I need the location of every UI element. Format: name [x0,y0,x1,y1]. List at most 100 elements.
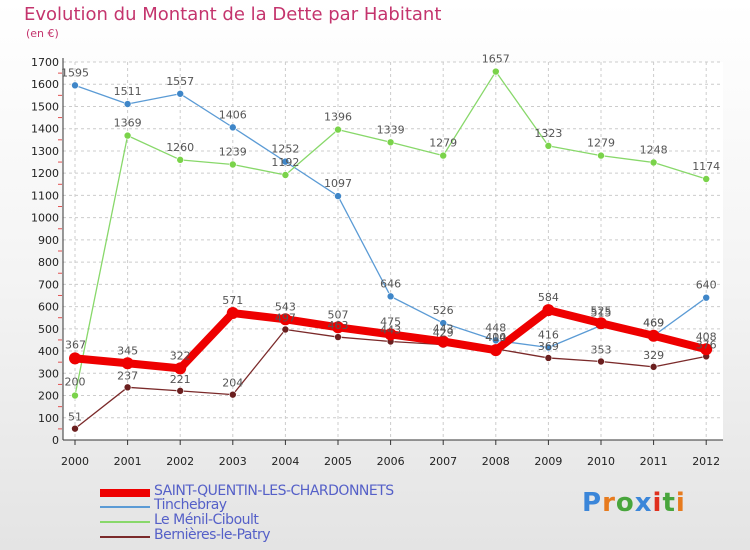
y-tick-label: 1400 [31,123,59,136]
data-point [279,313,292,326]
y-tick-label: 700 [38,278,59,291]
y-tick-label: 300 [38,367,59,380]
data-point [334,125,342,134]
data-point [437,335,450,348]
y-tick-label: 1200 [31,167,59,180]
series-group [69,67,713,433]
data-label: 408 [696,330,717,343]
data-label: 1279 [587,137,615,150]
data-label: 51 [68,411,82,424]
data-label: 515 [591,306,612,319]
data-point [229,160,237,169]
y-tick-label: 500 [38,323,59,336]
brand-logo: Proxiti [582,488,686,518]
data-point [281,157,290,166]
legend-swatch [100,536,150,538]
data-point [544,343,553,352]
data-label: 416 [538,329,559,342]
data-label: 204 [222,377,243,390]
data-label: 469 [643,317,664,330]
data-point [332,321,344,334]
data-label: 1369 [114,117,142,130]
data-label: 429 [433,327,454,340]
data-label: 1097 [324,177,352,190]
legend-swatch [100,489,150,497]
data-point [123,131,132,140]
data-label: 525 [591,304,612,317]
x-tick-label: 2004 [271,455,299,468]
data-point [334,333,342,341]
data-label: 1323 [534,127,562,140]
legend-label: Le Ménil-Ciboult [154,512,259,528]
data-point [649,363,658,371]
y-tick-label: 900 [38,234,59,247]
legend-label: Tinchebray [154,497,227,513]
data-point [226,307,239,320]
legend-swatch [100,521,150,523]
data-label: 1406 [219,108,247,121]
brand-letter: i [652,488,663,518]
data-label: 1396 [324,111,352,124]
y-tick-label: 1700 [31,56,59,69]
x-tick-label: 2011 [640,455,668,468]
y-tick-label: 800 [38,256,59,269]
data-label: 1511 [114,85,142,98]
data-label: 404 [485,331,506,344]
data-label: 443 [433,322,454,335]
data-point [71,81,79,90]
data-label: 200 [65,376,86,389]
data-label: 526 [433,304,454,317]
data-point [439,151,448,160]
data-label: 448 [485,321,506,334]
brand-letter: o [615,488,635,518]
x-tick-label: 2006 [377,455,405,468]
x-tick-label: 2002 [166,455,194,468]
y-tick-label: 100 [38,412,59,425]
data-point [491,336,500,345]
data-point [71,391,79,400]
data-point [123,100,132,108]
data-label: 1252 [271,143,299,156]
data-point [544,354,553,362]
data-label: 507 [328,308,349,321]
data-label: 571 [222,294,243,307]
data-label: 646 [380,277,401,290]
data-label: 1279 [429,137,457,150]
data-label: 1260 [166,141,194,154]
x-tick-label: 2000 [61,455,89,468]
data-point [597,151,605,160]
data-label: 367 [65,338,86,351]
data-label: 1339 [377,123,405,136]
data-label: 469 [643,317,664,330]
y-tick-label: 1000 [31,212,59,225]
x-tick-label: 2010 [587,455,615,468]
data-label: 221 [170,373,191,386]
y-tick-label: 0 [52,434,59,447]
y-tick-label: 200 [38,390,59,403]
legend-label: Bernières-le-Patry [154,527,271,543]
data-point [439,319,448,327]
brand-letter: x [634,488,653,518]
data-label: 1239 [219,146,247,159]
data-point [71,424,79,433]
data-point [700,343,713,356]
axes: 0 100 200 300 400 500 600 700 800 900 1000 1100 1200… [31,56,723,468]
brand-letter: P [582,488,603,518]
data-point [491,67,500,76]
data-point [542,304,555,317]
data-label: 376 [696,338,717,351]
data-point [334,192,342,200]
data-label: 1192 [271,156,299,169]
data-label: 1595 [61,66,89,79]
y-tick-label: 1100 [31,189,59,202]
data-point [229,123,237,132]
y-tick-label: 1300 [31,145,59,158]
brand-letter: r [602,488,616,518]
x-tick-label: 2003 [219,455,247,468]
data-label: 1174 [692,160,720,173]
data-point [595,317,607,330]
data-label: 584 [538,291,559,304]
